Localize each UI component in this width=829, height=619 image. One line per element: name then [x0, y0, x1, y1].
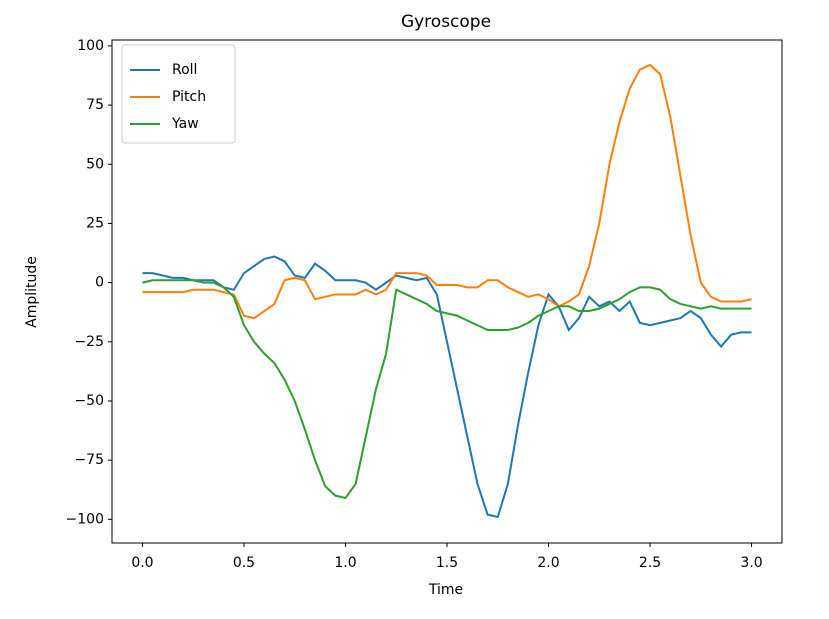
line-series	[142, 255, 752, 519]
x-tick-label: 0.5	[233, 555, 255, 571]
x-tick-label: 0.0	[131, 555, 153, 571]
line-series	[142, 279, 752, 500]
y-tick-label: −100	[66, 511, 104, 527]
x-tick-label: 2.5	[639, 555, 661, 571]
y-tick-label: −75	[74, 452, 104, 468]
x-tick-label: 2.0	[537, 555, 559, 571]
y-axis-label: Amplitude	[24, 256, 40, 328]
y-tick-label: 50	[86, 156, 104, 172]
y-tick-label: 0	[95, 275, 104, 291]
y-tick-label: 100	[77, 38, 104, 54]
line-series	[142, 63, 752, 320]
x-tick-label: 1.0	[334, 555, 356, 571]
plot-frame	[111, 39, 783, 544]
y-tick-label: −25	[74, 334, 104, 350]
legend-label: Pitch	[172, 89, 206, 105]
x-axis-label: Time	[428, 582, 463, 598]
y-tick-label: 25	[86, 215, 104, 231]
x-tick-label: 1.5	[436, 555, 458, 571]
legend-label: Roll	[172, 62, 197, 78]
y-tick-label: −50	[74, 393, 104, 409]
x-tick-label: 3.0	[740, 555, 762, 571]
legend-label: Yaw	[171, 116, 199, 132]
chart-title: Gyroscope	[401, 12, 491, 32]
y-tick-label: 75	[86, 97, 104, 113]
